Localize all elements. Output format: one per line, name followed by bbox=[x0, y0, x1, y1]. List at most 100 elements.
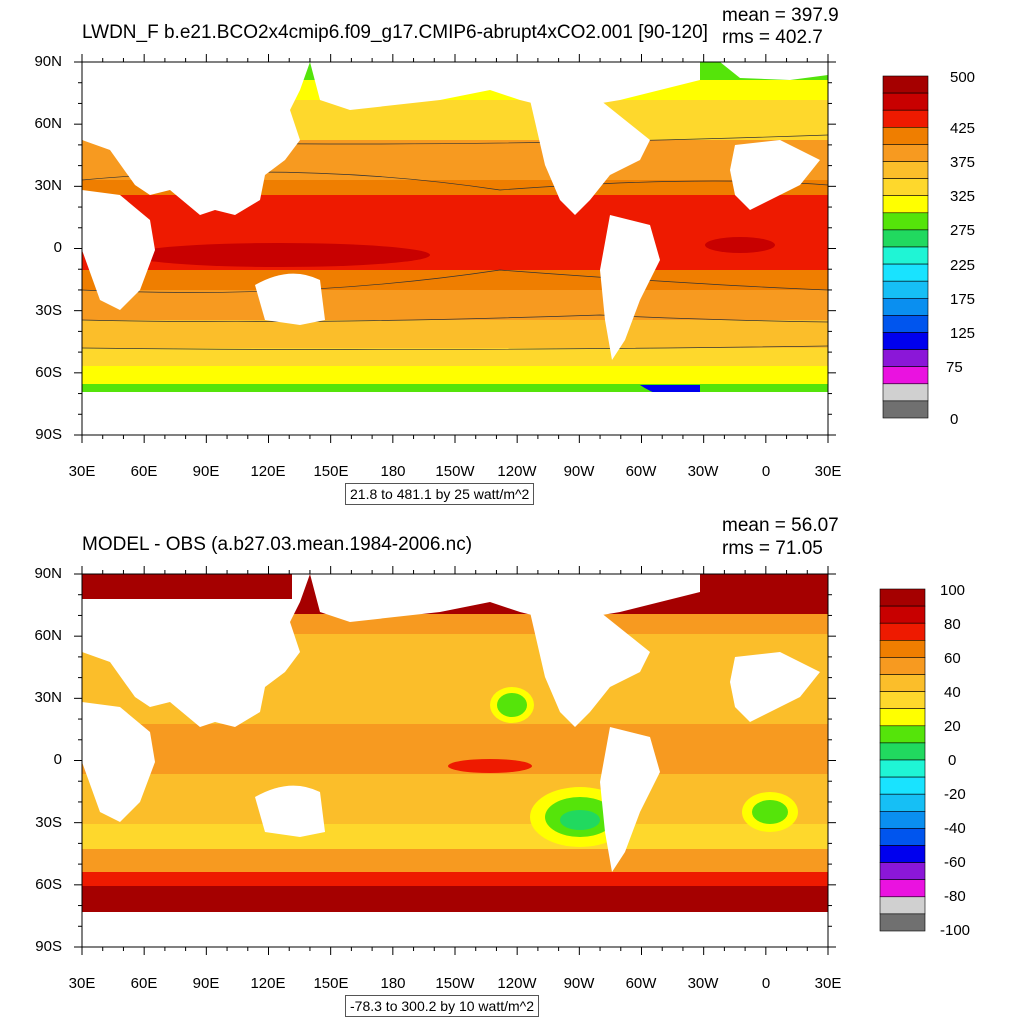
top-lon-label: 150E bbox=[313, 463, 349, 480]
bottom-lon-label: 120E bbox=[250, 975, 286, 992]
colorbar-swatch bbox=[882, 280, 929, 299]
bottom-lon-label: 60W bbox=[625, 975, 657, 992]
colorbar-swatch bbox=[879, 879, 926, 898]
top-map-field bbox=[82, 62, 828, 435]
top-colorbar-label: 325 bbox=[950, 188, 976, 205]
bottom-lon-label: 30W bbox=[687, 975, 719, 992]
panel-model-minus-obs: MODEL - OBS (a.b27.03.mean.1984-2006.nc)… bbox=[0, 512, 1024, 1024]
colorbar-swatch bbox=[879, 708, 926, 727]
bottom-colorbar-label: 60 bbox=[944, 650, 961, 667]
colorbar-swatch bbox=[879, 759, 926, 778]
top-colorbar-label: 375 bbox=[950, 154, 976, 171]
colorbar-swatch bbox=[879, 657, 926, 675]
bottom-lat-label: 0 bbox=[53, 751, 62, 768]
colorbar-swatch bbox=[879, 845, 926, 863]
top-lon-label: 120E bbox=[250, 463, 286, 480]
colorbar-swatch bbox=[879, 605, 926, 624]
top-colorbar-label: 0 bbox=[950, 411, 959, 428]
top-colorbar-label: 500 bbox=[950, 69, 976, 86]
top-lon-label: 180 bbox=[380, 463, 406, 480]
top-lat-label: 60N bbox=[34, 115, 62, 132]
colorbar-swatch bbox=[879, 725, 926, 744]
bottom-lon-label: 90E bbox=[192, 975, 220, 992]
bottom-colorbar-label: -40 bbox=[944, 820, 966, 837]
bottom-lon-label: 90W bbox=[563, 975, 595, 992]
bottom-lon-label: 30E bbox=[68, 975, 96, 992]
top-colorbar-label: 175 bbox=[950, 291, 976, 308]
bottom-mean-value: mean = 56.07 bbox=[722, 515, 839, 536]
top-lon-label: 0 bbox=[761, 463, 771, 480]
top-lon-label: 60W bbox=[625, 463, 657, 480]
bottom-colorbar-label: -100 bbox=[940, 922, 971, 939]
top-lon-label: 150W bbox=[435, 463, 475, 480]
top-map-ticks bbox=[74, 54, 836, 443]
colorbar-swatch bbox=[882, 315, 929, 333]
bottom-lon-label: 150W bbox=[435, 975, 475, 992]
bottom-lon-label: 30E bbox=[814, 975, 842, 992]
top-colorbar-label: 425 bbox=[950, 120, 976, 137]
colorbar-swatch bbox=[882, 161, 929, 179]
bottom-colorbar-label: -80 bbox=[944, 888, 966, 905]
bottom-colorbar-label: 0 bbox=[948, 752, 957, 769]
bottom-lat-label: 60S bbox=[35, 876, 62, 893]
bottom-colorbar bbox=[879, 588, 926, 932]
bottom-colorbar-label: -60 bbox=[944, 854, 966, 871]
top-lat-label: 60S bbox=[35, 364, 62, 381]
colorbar-swatch bbox=[879, 793, 926, 812]
bottom-map-svg bbox=[74, 566, 926, 955]
bottom-lat-label: 30N bbox=[34, 689, 62, 706]
colorbar-swatch bbox=[882, 195, 929, 214]
bottom-lat-label: 90N bbox=[34, 565, 62, 582]
colorbar-swatch bbox=[879, 913, 926, 932]
top-rms-value: rms = 402.7 bbox=[722, 27, 823, 48]
colorbar-swatch bbox=[882, 332, 929, 350]
top-lon-label: 30W bbox=[687, 463, 719, 480]
bottom-colorbar-label: 100 bbox=[940, 582, 966, 599]
colorbar-swatch bbox=[879, 622, 926, 641]
bottom-map-field bbox=[82, 574, 828, 947]
top-land bbox=[82, 62, 828, 435]
top-colorbar-label: 75 bbox=[946, 359, 963, 376]
colorbar-swatch bbox=[882, 127, 929, 145]
top-lon-label: 60E bbox=[130, 463, 158, 480]
colorbar-swatch bbox=[882, 263, 929, 282]
top-range-caption: 21.8 to 481.1 by 25 watt/m^2 bbox=[345, 483, 535, 505]
top-mean-value: mean = 397.9 bbox=[722, 5, 839, 26]
bottom-lon-label: 180 bbox=[380, 975, 406, 992]
colorbar-swatch bbox=[882, 366, 929, 385]
bottom-colorbar-label: 40 bbox=[944, 684, 961, 701]
bottom-colorbar-label: 80 bbox=[944, 616, 961, 633]
colorbar-swatch bbox=[882, 383, 929, 402]
top-lat-label: 0 bbox=[53, 239, 62, 256]
colorbar-swatch bbox=[882, 349, 929, 368]
bottom-lat-label: 30S bbox=[35, 814, 62, 831]
bottom-colorbar-label: 20 bbox=[944, 718, 961, 735]
top-panel-title: LWDN_F b.e21.BCO2x4cmip6.f09_g17.CMIP6-a… bbox=[82, 22, 708, 43]
top-lon-label: 30E bbox=[68, 463, 96, 480]
colorbar-swatch bbox=[879, 776, 926, 795]
bottom-range-caption: -78.3 to 300.2 by 10 watt/m^2 bbox=[345, 995, 540, 1017]
bottom-lon-label: 150E bbox=[313, 975, 349, 992]
bottom-panel-title: MODEL - OBS (a.b27.03.mean.1984-2006.nc) bbox=[82, 534, 473, 555]
top-colorbar-label: 275 bbox=[950, 222, 976, 239]
colorbar-swatch bbox=[882, 178, 929, 197]
colorbar-swatch bbox=[879, 674, 926, 692]
panel-lwdn-model: LWDN_F b.e21.BCO2x4cmip6.f09_g17.CMIP6-a… bbox=[34, 5, 976, 505]
top-colorbar bbox=[882, 75, 929, 419]
colorbar-swatch bbox=[882, 109, 929, 128]
bottom-lat-label: 60N bbox=[34, 627, 62, 644]
colorbar-swatch bbox=[882, 297, 929, 316]
colorbar-swatch bbox=[882, 75, 929, 94]
colorbar-swatch bbox=[882, 92, 929, 111]
colorbar-swatch bbox=[879, 640, 926, 658]
bottom-lon-label: 120W bbox=[497, 975, 537, 992]
colorbar-swatch bbox=[879, 896, 926, 915]
bottom-map-ticks bbox=[74, 566, 836, 955]
colorbar-swatch bbox=[879, 828, 926, 846]
top-colorbar-label: 225 bbox=[950, 257, 976, 274]
colorbar-swatch bbox=[882, 212, 929, 231]
colorbar-swatch bbox=[882, 246, 929, 265]
top-lat-label: 90S bbox=[35, 426, 62, 443]
colorbar-swatch bbox=[879, 862, 926, 881]
top-lat-label: 30S bbox=[35, 302, 62, 319]
